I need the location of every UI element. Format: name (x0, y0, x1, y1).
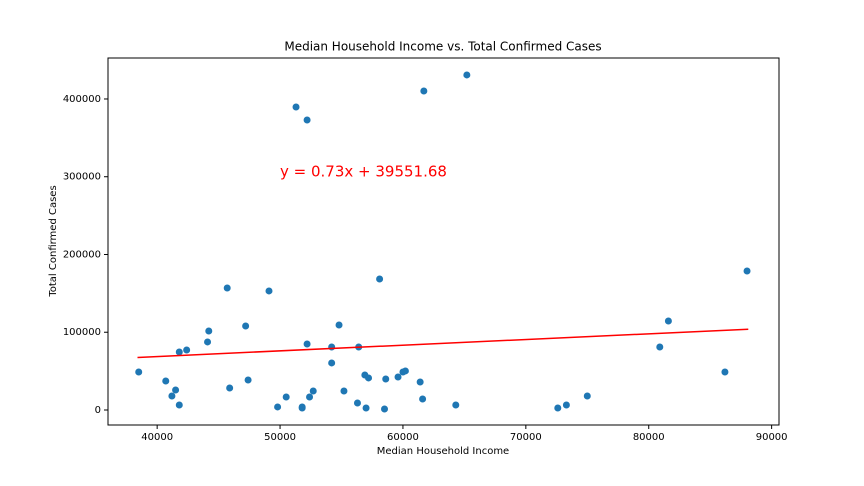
x-tick-label: 60000 (387, 432, 419, 443)
y-tick-label: 200000 (63, 249, 101, 260)
x-tick-label: 40000 (141, 432, 173, 443)
y-axis-label: Total Confirmed Cases (48, 185, 59, 297)
regression-line (137, 328, 749, 359)
point (583, 392, 591, 400)
y-tick-label: 300000 (63, 172, 101, 183)
point (335, 321, 343, 329)
point (743, 267, 751, 275)
point (292, 103, 300, 111)
point (303, 116, 311, 124)
point (376, 275, 384, 283)
x-tick-label: 50000 (264, 432, 296, 443)
point (265, 287, 273, 295)
point (416, 378, 424, 386)
point (394, 373, 402, 381)
point (452, 401, 460, 409)
point (721, 368, 729, 376)
x-axis-label: Median Household Income (377, 446, 509, 457)
y-tick-label: 100000 (63, 327, 101, 338)
point (282, 393, 290, 401)
point (353, 399, 361, 407)
point (328, 359, 336, 367)
chart-title: Median Household Income vs. Total Confir… (284, 40, 601, 54)
y-tick-label: 400000 (63, 94, 101, 105)
point (306, 393, 314, 401)
point (172, 386, 180, 394)
point (135, 368, 143, 376)
point (162, 377, 170, 385)
point (381, 405, 389, 413)
point (223, 284, 231, 292)
x-tick-label: 80000 (633, 432, 665, 443)
point (420, 87, 428, 95)
point (298, 404, 306, 412)
point (175, 401, 183, 409)
point (362, 404, 370, 412)
point (554, 404, 562, 412)
y-tick-label: 0 (95, 405, 101, 416)
point (401, 367, 409, 375)
point (562, 401, 570, 409)
point (664, 317, 672, 325)
annotation: y = 0.73x + 39551.68 (280, 163, 447, 181)
point (242, 322, 250, 330)
plot-frame (107, 57, 780, 426)
point (463, 71, 471, 79)
point (204, 338, 212, 346)
point (656, 343, 664, 351)
point (226, 384, 234, 392)
point (175, 348, 183, 356)
point (168, 392, 176, 400)
point (183, 346, 191, 354)
point (328, 343, 336, 351)
point (365, 374, 373, 382)
x-tick-label: 90000 (756, 432, 788, 443)
point (309, 387, 317, 395)
point (274, 403, 282, 411)
point (340, 387, 348, 395)
x-tick-label: 70000 (510, 432, 542, 443)
point (303, 340, 311, 348)
point (205, 327, 213, 335)
point (419, 395, 427, 403)
point (382, 375, 390, 383)
point (244, 376, 252, 384)
